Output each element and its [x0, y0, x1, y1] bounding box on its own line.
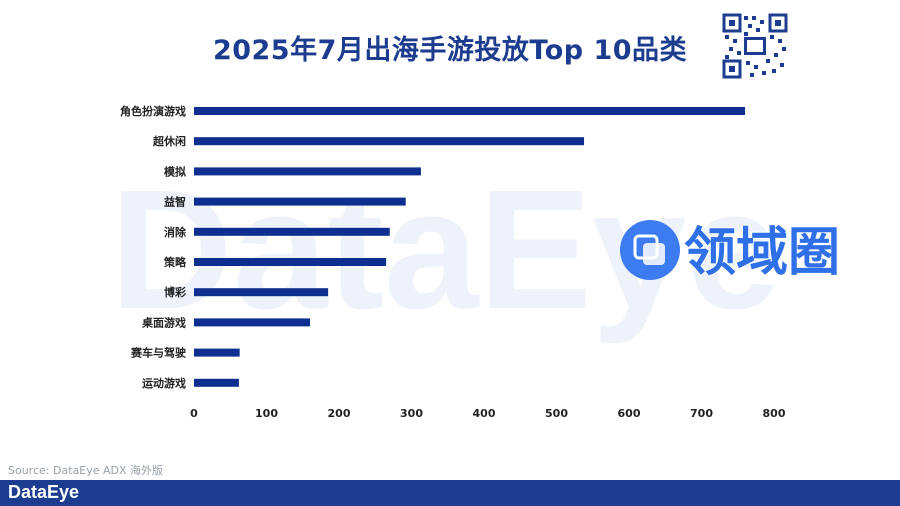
- category-label: 策略: [163, 255, 187, 269]
- bar: [194, 227, 390, 236]
- x-tick-label: 800: [763, 407, 786, 420]
- footer-bar: DataEye: [0, 480, 900, 506]
- x-tick-label: 0: [190, 407, 198, 420]
- footer-logo: DataEye: [8, 482, 80, 502]
- x-tick-label: 600: [618, 407, 641, 420]
- source-note: Source: DataEye ADX 海外版: [8, 464, 163, 477]
- bar: [194, 318, 310, 327]
- watermark: DataEye 领域圈: [110, 155, 841, 345]
- x-tick-label: 100: [255, 407, 278, 420]
- x-tick-label: 400: [473, 407, 496, 420]
- x-tick-label: 700: [690, 407, 713, 420]
- category-label: 模拟: [164, 164, 186, 178]
- watermark-logo-icon: [620, 220, 680, 280]
- chart-title: 2025年7月出海手游投放Top 10品类: [212, 35, 688, 66]
- bar: [194, 288, 329, 297]
- bar: [194, 167, 421, 176]
- category-label: 超休闲: [152, 134, 186, 148]
- category-label: 益智: [164, 195, 186, 209]
- watermark-label: 领域圈: [684, 223, 840, 283]
- x-tick-label: 500: [545, 407, 568, 420]
- bar: [194, 378, 239, 387]
- category-label: 消除: [164, 225, 187, 239]
- x-tick-label: 300: [400, 407, 423, 420]
- bar: [194, 258, 387, 266]
- category-label: 桌面游戏: [141, 315, 186, 329]
- category-label: 角色扮演游戏: [120, 104, 186, 118]
- category-label: 博彩: [164, 285, 186, 299]
- category-label: 运动游戏: [142, 376, 186, 390]
- bar: [194, 137, 585, 146]
- category-label: 赛车与驾驶: [130, 346, 187, 360]
- bar: [194, 107, 745, 115]
- qr-code-icon: [722, 13, 788, 79]
- bar: [194, 197, 406, 206]
- bar: [194, 348, 240, 357]
- x-tick-label: 200: [328, 407, 351, 420]
